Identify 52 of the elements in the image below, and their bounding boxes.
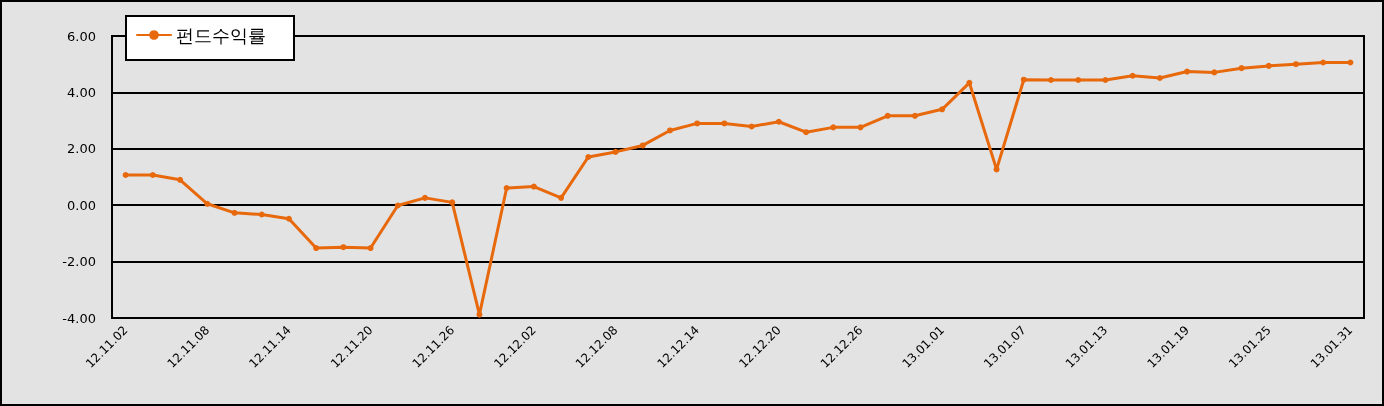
- point: [803, 129, 810, 136]
- point: [530, 183, 537, 190]
- point: [394, 202, 401, 209]
- point: [1320, 59, 1327, 66]
- point: [1238, 65, 1245, 72]
- y-tick-label: -2.00: [62, 254, 96, 270]
- point: [258, 211, 265, 218]
- y-tick-label: -4.00: [62, 310, 96, 326]
- point: [285, 215, 292, 222]
- legend-label: 펀드수익률: [176, 24, 266, 46]
- y-tick-label: 4.00: [67, 84, 96, 100]
- point: [367, 245, 374, 252]
- point: [1020, 76, 1027, 83]
- point: [1292, 61, 1299, 68]
- point: [422, 194, 428, 201]
- point: [149, 172, 156, 179]
- y-tick-label: 0.00: [67, 197, 96, 213]
- point: [476, 311, 483, 318]
- point: [939, 106, 946, 113]
- point: [884, 112, 891, 119]
- point: [830, 124, 837, 131]
- point: [993, 166, 1000, 173]
- point: [558, 194, 565, 201]
- point: [231, 209, 238, 216]
- point: [694, 120, 701, 127]
- point: [612, 148, 619, 155]
- point: [1184, 68, 1191, 75]
- point: [122, 172, 129, 179]
- point: [721, 120, 728, 127]
- point: [313, 245, 320, 252]
- point: [639, 142, 646, 149]
- point: [340, 244, 347, 251]
- point: [503, 185, 510, 191]
- point: [1129, 72, 1136, 79]
- point: [666, 127, 673, 134]
- point: [1075, 76, 1082, 83]
- point: [177, 176, 184, 183]
- point: [585, 153, 592, 160]
- point: [1347, 59, 1354, 66]
- y-tick-label: 6.00: [67, 28, 96, 44]
- point: [1048, 76, 1054, 83]
- point: [775, 118, 782, 125]
- point: [1156, 75, 1163, 82]
- point: [1265, 62, 1272, 69]
- point: [911, 112, 918, 119]
- point: [204, 200, 211, 207]
- y-tick-label: 2.00: [67, 141, 96, 157]
- point: [1211, 69, 1218, 76]
- point: [966, 79, 973, 86]
- point: [1102, 76, 1109, 83]
- point: [748, 123, 755, 130]
- point: [449, 199, 456, 206]
